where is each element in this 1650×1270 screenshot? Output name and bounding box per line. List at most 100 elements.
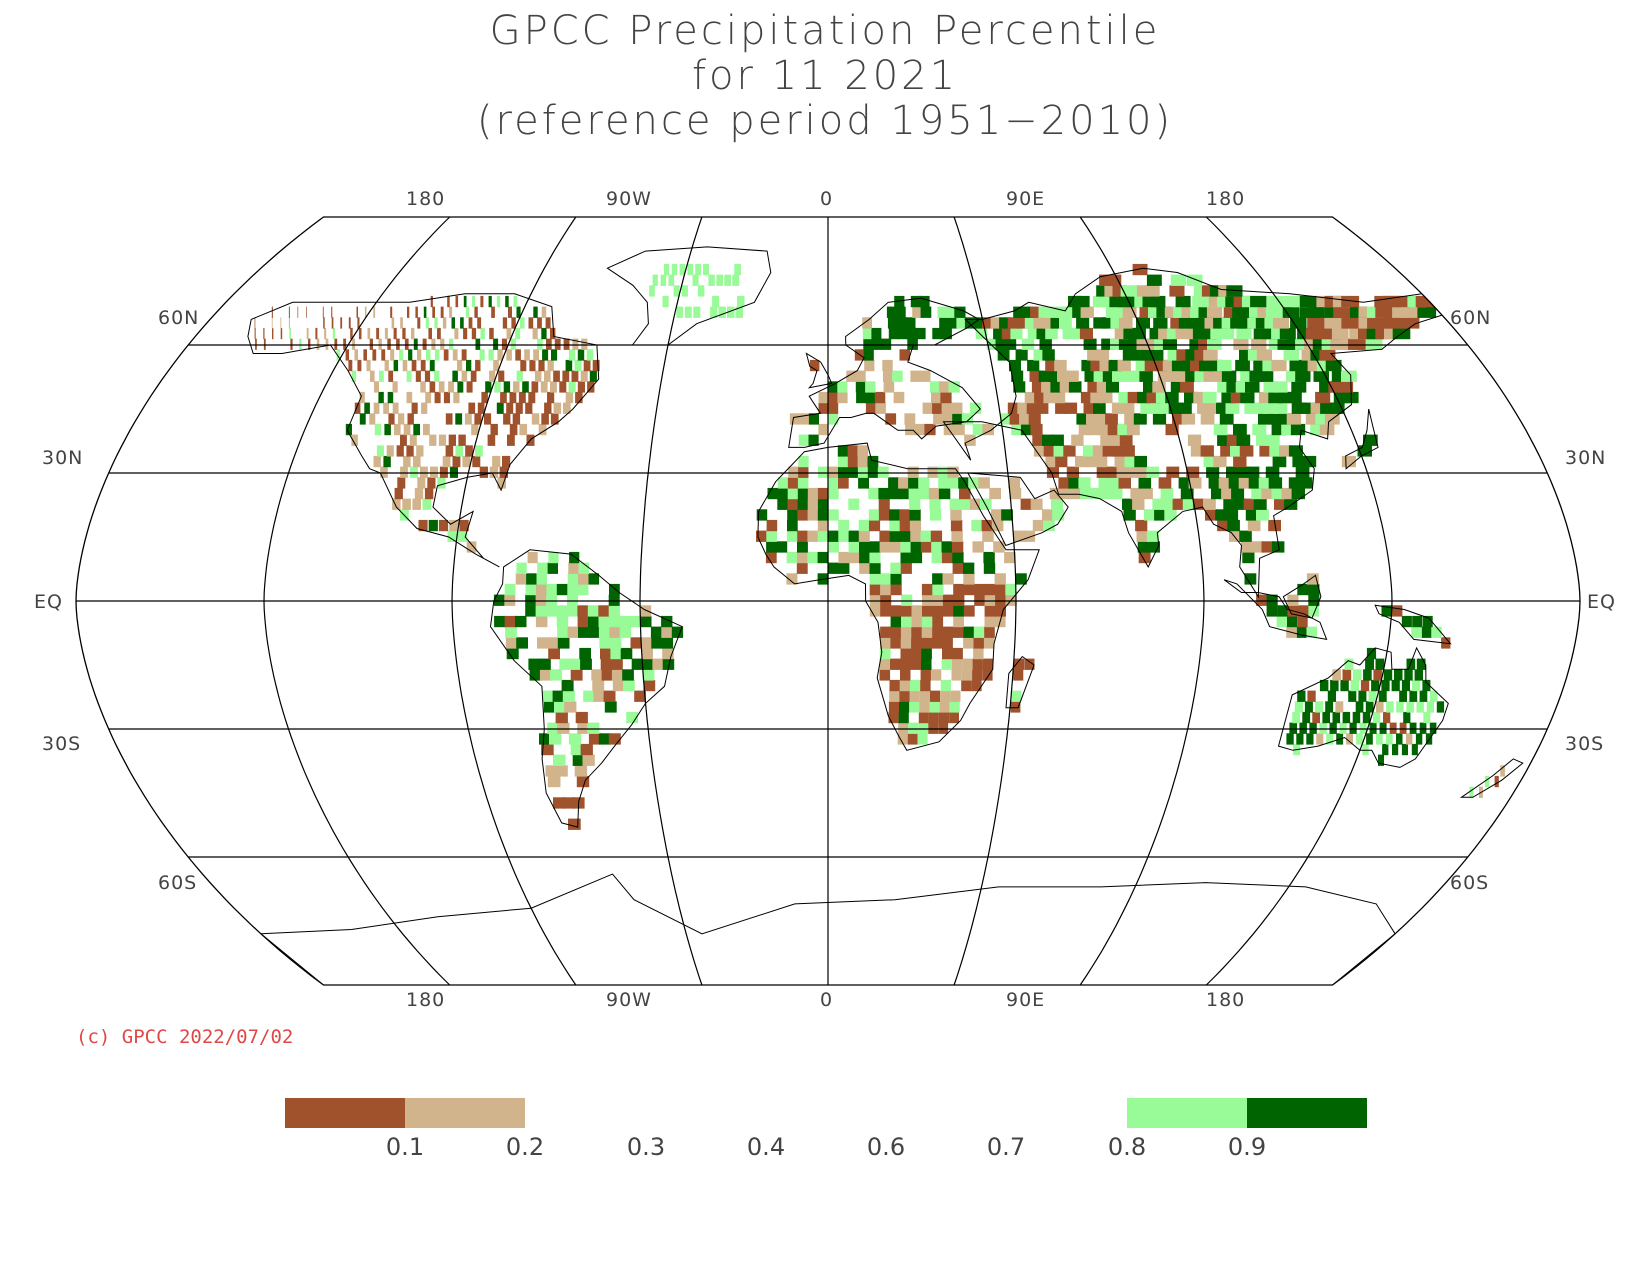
percentile-cell: [1401, 679, 1410, 692]
percentile-cell: [442, 455, 451, 468]
percentile-cell: [664, 263, 670, 276]
percentile-cell: [900, 530, 912, 542]
percentile-cell: [848, 530, 860, 542]
percentile-cell: [1267, 413, 1282, 425]
percentile-cell: [386, 445, 394, 457]
percentile-cell: [922, 402, 934, 414]
percentile-cell: [909, 519, 922, 532]
percentile-cell: [1310, 349, 1327, 361]
percentile-cell: [972, 541, 984, 553]
coastline-arabia: [967, 472, 1069, 547]
percentile-cell: [1290, 317, 1307, 329]
percentile-cell: [953, 583, 965, 596]
percentile-cell: [671, 263, 678, 276]
percentile-cell: [1066, 370, 1079, 382]
legend-label-0-1: 0.1: [385, 1133, 425, 1161]
percentile-cell: [786, 530, 798, 542]
percentile-cell: [895, 306, 906, 318]
percentile-cell: [1227, 519, 1240, 532]
percentile-cell: [1117, 423, 1131, 436]
percentile-cell: [879, 647, 891, 660]
percentile-cell: [548, 551, 559, 564]
percentile-cell: [797, 530, 808, 542]
percentile-cell: [510, 338, 516, 350]
percentile-cell: [431, 338, 436, 350]
percentile-cell: [883, 381, 895, 393]
percentile-cell: [878, 487, 890, 500]
percentile-cell: [381, 349, 386, 361]
percentile-cell: [1001, 327, 1014, 340]
percentile-cell: [538, 359, 545, 372]
percentile-cell: [1344, 658, 1354, 670]
percentile-cell: [531, 381, 539, 393]
percentile-cell: [928, 722, 939, 734]
percentile-cell: [862, 317, 872, 329]
percentile-cell: [379, 370, 384, 382]
percentile-cell: [1199, 359, 1214, 372]
percentile-cell: [963, 605, 975, 617]
percentile-cell: [869, 583, 881, 596]
percentile-cell: [942, 605, 954, 617]
percentile-cell: [546, 583, 558, 596]
percentile-cell: [1180, 487, 1194, 500]
percentile-cell: [1110, 317, 1124, 329]
percentile-cell: [1221, 370, 1237, 382]
percentile-cell: [995, 594, 1007, 606]
percentile-cell: [1130, 487, 1143, 500]
percentile-cell: [1241, 295, 1259, 308]
percentile-cell: [1024, 391, 1037, 404]
percentile-cell: [570, 743, 583, 756]
coastline-asia: [942, 267, 1444, 599]
percentile-cell: [1375, 658, 1385, 670]
percentile-cell: [1295, 466, 1310, 478]
percentile-cell: [1277, 391, 1293, 404]
percentile-cell: [994, 583, 1007, 596]
percentile-cell: [542, 349, 549, 361]
percentile-cell: [1308, 605, 1319, 617]
percentile-cell: [837, 455, 849, 468]
percentile-cell: [1138, 477, 1152, 489]
percentile-cell: [838, 562, 850, 574]
percentile-cell: [869, 562, 881, 574]
percentile-cell: [1245, 509, 1259, 521]
map-title-line-1: GPCC Precipitation Percentile: [489, 8, 1161, 54]
percentile-cell: [567, 626, 580, 638]
percentile-cell: [369, 338, 373, 350]
percentile-cell: [407, 413, 414, 425]
percentile-cell: [1247, 519, 1261, 532]
percentile-cell: [1146, 391, 1160, 404]
percentile-cell: [1200, 445, 1214, 457]
percentile-cell: [1031, 381, 1045, 393]
percentile-cell: [1027, 327, 1041, 340]
percentile-cell: [1094, 455, 1108, 468]
percentile-cell: [1303, 338, 1320, 350]
percentile-cell: [472, 295, 475, 308]
percentile-cell: [1404, 669, 1413, 681]
percentile-cell: [1153, 359, 1168, 372]
percentile-cell: [1349, 327, 1367, 340]
percentile-cell: [984, 583, 996, 596]
percentile-cell: [1096, 466, 1110, 478]
percentile-cell: [1332, 711, 1341, 724]
percentile-cell: [1071, 434, 1084, 446]
percentile-cell: [1136, 530, 1149, 542]
percentile-cell: [479, 349, 485, 361]
percentile-cell: [331, 317, 334, 329]
percentile-cell: [513, 381, 520, 393]
percentile-cell: [1149, 327, 1164, 340]
percentile-cell: [1299, 295, 1317, 308]
percentile-cell: [411, 359, 417, 372]
percentile-cell: [598, 605, 610, 617]
percentile-cell: [506, 402, 514, 414]
percentile-cell: [1123, 509, 1136, 521]
meridian-line: [1205, 216, 1393, 986]
percentile-cell: [1382, 743, 1389, 756]
percentile-cell: [1372, 711, 1381, 724]
percentile-cell: [681, 285, 688, 297]
percentile-cell: [882, 359, 893, 372]
percentile-cell: [522, 381, 529, 393]
percentile-cell: [953, 615, 964, 628]
percentile-cell: [432, 306, 435, 318]
percentile-cell: [1088, 423, 1101, 436]
percentile-cell: [1368, 690, 1377, 702]
